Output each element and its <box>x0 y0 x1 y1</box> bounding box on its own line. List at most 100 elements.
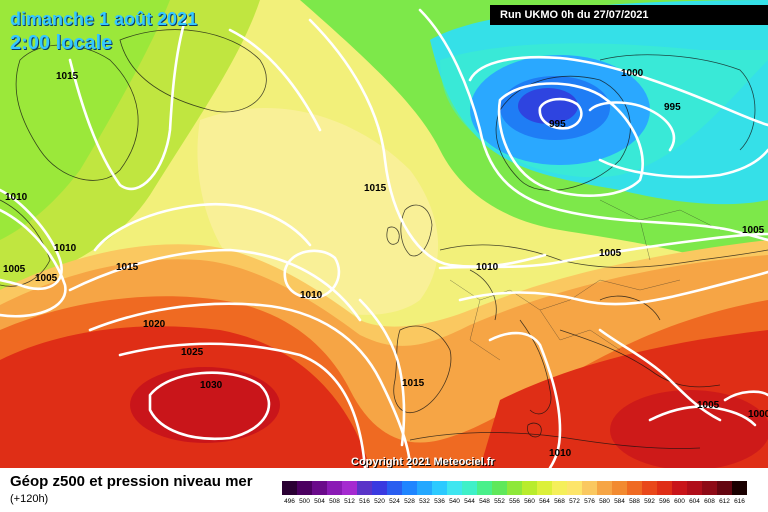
legend-label: 600 <box>674 498 685 505</box>
isobar-labels: 1015 1010 1010 1005 1005 1015 1020 1025 1030 1010… <box>3 68 768 459</box>
isobar-label: 1010 <box>549 448 572 459</box>
legend-swatch <box>537 481 553 495</box>
legend-label: 588 <box>629 498 640 505</box>
isobar-label: 1020 <box>143 319 166 330</box>
legend-label: 572 <box>569 498 580 505</box>
legend-label: 564 <box>539 498 550 505</box>
legend-swatch <box>462 481 478 495</box>
legend-label: 604 <box>689 498 700 505</box>
legend-label: 544 <box>464 498 475 505</box>
legend-label: 536 <box>434 498 445 505</box>
forecast-time: 2:00 locale <box>10 32 113 54</box>
map-title: Géop z500 et pression niveau mer <box>10 473 253 490</box>
isobar-label: 1015 <box>402 378 425 389</box>
legend-label: 616 <box>734 498 745 505</box>
coastlines <box>0 29 768 449</box>
isobar-label: 1025 <box>181 347 204 358</box>
geopotential-field-blue-inner <box>518 88 578 124</box>
legend-label: 532 <box>419 498 430 505</box>
isobar-label: 1005 <box>3 264 26 275</box>
legend-label: 552 <box>494 498 505 505</box>
legend-swatch <box>657 481 673 495</box>
legend-label: 612 <box>719 498 730 505</box>
legend-swatch <box>417 481 433 495</box>
legend-label: 580 <box>599 498 610 505</box>
legend-swatch <box>492 481 508 495</box>
legend-label: 520 <box>374 498 385 505</box>
legend-label: 508 <box>329 498 340 505</box>
legend-label: 576 <box>584 498 595 505</box>
legend-swatch <box>387 481 403 495</box>
legend-swatch <box>642 481 658 495</box>
isobar-label: 1015 <box>364 183 387 194</box>
legend-swatch <box>687 481 703 495</box>
legend-label: 540 <box>449 498 460 505</box>
run-info: Run UKMO 0h du 27/07/2021 <box>490 5 768 25</box>
legend-swatch <box>702 481 718 495</box>
legend-swatch <box>432 481 448 495</box>
borders <box>449 199 721 361</box>
isobar-label: 1005 <box>599 248 622 259</box>
isobar-label: 1010 <box>54 243 77 254</box>
isobar-label: 1015 <box>116 262 139 273</box>
footer: Géop z500 et pression niveau mer (+120h)… <box>0 468 768 512</box>
legend-label: 524 <box>389 498 400 505</box>
isobar-label: 1010 <box>5 192 28 203</box>
isobar-label: 1010 <box>300 290 323 301</box>
isobar-label: 1010 <box>476 262 499 273</box>
isobar-label: 1030 <box>200 380 223 391</box>
legend-label: 596 <box>659 498 670 505</box>
legend-swatch <box>552 481 568 495</box>
isobar-label: 1005 <box>697 400 720 411</box>
legend-swatch <box>372 481 388 495</box>
legend-label: 528 <box>404 498 415 505</box>
legend-swatch <box>507 481 523 495</box>
legend-label: 500 <box>299 498 310 505</box>
weather-map: 1015 1010 1010 1005 1005 1015 1020 1025 1030 1010… <box>0 0 768 468</box>
legend-swatch <box>357 481 373 495</box>
copyright: Copyright 2021 Meteociel.fr <box>351 456 495 468</box>
forecast-lead: (+120h) <box>10 493 49 505</box>
legend-label: 592 <box>644 498 655 505</box>
isobar-label: 995 <box>664 102 681 113</box>
forecast-date: dimanche 1 août 2021 <box>10 9 198 29</box>
legend-swatch <box>297 481 313 495</box>
legend-label: 560 <box>524 498 535 505</box>
geopotential-field-lightgreen-west <box>0 0 170 240</box>
legend-swatch <box>312 481 328 495</box>
legend-swatch <box>717 481 733 495</box>
legend-swatch <box>402 481 418 495</box>
legend-label: 548 <box>479 498 490 505</box>
legend-swatch <box>477 481 493 495</box>
isobar-label: 1005 <box>35 273 58 284</box>
legend-swatch <box>567 481 583 495</box>
legend-swatch <box>522 481 538 495</box>
legend-label: 556 <box>509 498 520 505</box>
geopotential-field-darkred-east <box>610 390 768 468</box>
color-legend: 496 500 504 508 512 516 520 524 528 532 536 540 544 5… <box>282 481 747 505</box>
legend-swatch <box>582 481 598 495</box>
legend-label: 504 <box>314 498 325 505</box>
legend-label: 516 <box>359 498 370 505</box>
legend-label: 608 <box>704 498 715 505</box>
geopotential-field-darkred-centre <box>130 367 280 443</box>
legend-swatch <box>627 481 643 495</box>
legend-label: 496 <box>284 498 295 505</box>
isobar-label: 1005 <box>742 225 765 236</box>
legend-label: 584 <box>614 498 625 505</box>
legend-swatch <box>672 481 688 495</box>
legend-swatch <box>282 481 298 495</box>
isobar-label: 1000 <box>621 68 644 79</box>
legend-swatch <box>447 481 463 495</box>
isobar-label: 995 <box>549 119 566 130</box>
legend-label: 568 <box>554 498 565 505</box>
legend-swatch <box>327 481 343 495</box>
isobar-label: 1000 <box>748 409 768 420</box>
legend-swatch <box>732 481 747 495</box>
legend-swatch <box>342 481 358 495</box>
legend-swatch <box>612 481 628 495</box>
legend-swatch <box>597 481 613 495</box>
isobar-lines <box>0 8 768 468</box>
legend-label: 512 <box>344 498 355 505</box>
isobar-label: 1015 <box>56 71 79 82</box>
